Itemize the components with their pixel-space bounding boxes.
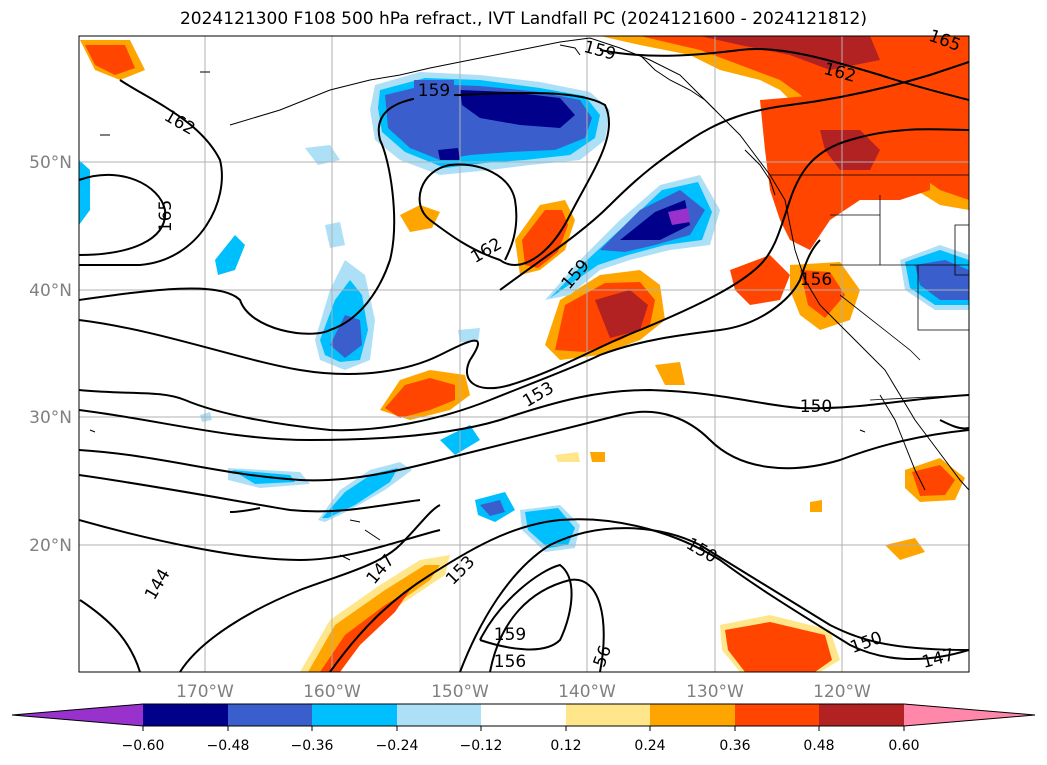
- lon-label: 120°W: [813, 682, 871, 702]
- colorbar-tick-label: 0.48: [803, 738, 834, 754]
- colorbar-seg-3: [312, 704, 397, 726]
- lat-label: 20°N: [29, 536, 72, 556]
- lat-label: 50°N: [29, 153, 72, 173]
- height-contours: [79, 48, 969, 672]
- contour-label: 159: [494, 625, 526, 645]
- colorbar-tick-label: −0.60: [122, 738, 165, 754]
- contour-label: 156: [494, 652, 526, 672]
- lat-label: 30°N: [29, 408, 72, 428]
- colorbar-seg-8: [735, 704, 819, 726]
- colorbar-tick-label: −0.12: [460, 738, 503, 754]
- lon-label: 150°W: [431, 682, 489, 702]
- colorbar-seg-9: [819, 704, 904, 726]
- contour-label: 156: [800, 270, 832, 290]
- latitude-labels: 50°N 40°N 30°N 20°N: [29, 153, 72, 556]
- map-area: [79, 36, 969, 672]
- colorbar-tick-label: −0.36: [291, 738, 334, 754]
- colorbar-seg-7: [650, 704, 735, 726]
- colorbar-seg-4: [397, 704, 481, 726]
- contour-label: 150: [800, 397, 832, 417]
- colorbar-tick-label: 0.60: [888, 738, 919, 754]
- lon-label: 140°W: [558, 682, 616, 702]
- colorbar-seg-1: [143, 704, 228, 726]
- contour-label: 159: [418, 81, 450, 101]
- map-frame: [78, 35, 970, 673]
- contour-label: 165: [156, 200, 176, 232]
- colorbar-tick-label: −0.48: [207, 738, 250, 754]
- colorbar-tick-label: 0.12: [550, 738, 581, 754]
- colorbar-seg-5: [481, 704, 566, 726]
- colorbar-tick-marks: [142, 726, 905, 731]
- colorbar-tick-label: 0.24: [634, 738, 665, 754]
- lon-label: 170°W: [176, 682, 234, 702]
- contour-label-bg: [414, 80, 454, 100]
- colorbar-tick-label: −0.24: [376, 738, 419, 754]
- lon-label: 130°W: [686, 682, 744, 702]
- colorbar-seg-0: [12, 704, 143, 726]
- colorbar-seg-2: [228, 704, 312, 726]
- longitude-labels: 170°W 160°W 150°W 140°W 130°W 120°W: [176, 682, 871, 702]
- coastlines: [229, 37, 969, 491]
- colorbar-tick-label: 0.36: [719, 738, 750, 754]
- borders: [770, 174, 969, 401]
- colorbar-seg-10: [904, 704, 1035, 726]
- lat-label: 40°N: [29, 281, 72, 301]
- colorbar-seg-6: [566, 704, 650, 726]
- colorbar: −0.60 −0.48 −0.36 −0.24 −0.12 0.12 0.24 …: [11, 703, 1036, 754]
- graticule: [79, 36, 969, 672]
- lon-label: 160°W: [303, 682, 361, 702]
- map-title: 2024121300 F108 500 hPa refract., IVT La…: [179, 9, 867, 29]
